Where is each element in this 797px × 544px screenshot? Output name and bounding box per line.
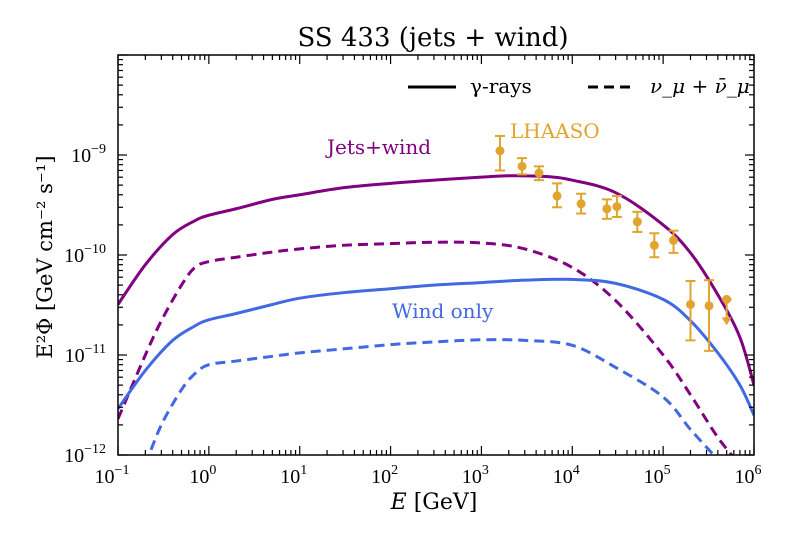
y-tick-label: 10−12 [64,442,106,467]
x-tick-label: 10−1 [95,463,130,488]
data-marker [722,294,732,304]
series-layer [118,174,754,455]
annotation-jets-wind: Jets+wind [325,135,431,159]
x-tick-label: 106 [735,463,762,488]
data-marker [649,240,659,250]
lhaaso-point [685,279,696,342]
data-marker [612,202,622,212]
lhaaso-point [533,165,544,182]
annotation-lhaaso: LHAASO [510,119,600,143]
lhaaso-point [576,192,587,215]
data-marker [632,217,642,227]
y-tick-labels: 10−12 10−11 10−10 10−9 [64,142,106,467]
data-marker [495,146,505,156]
x-tick-label: 102 [371,463,398,488]
lhaaso-points [494,134,732,352]
legend-gamma-label: γ-rays [470,74,532,98]
upper-limit-arrow [721,317,732,326]
data-marker [552,191,562,201]
lhaaso-point [611,194,622,218]
x-tick-label: 101 [280,463,307,488]
lhaaso-point [494,134,505,172]
x-tick-label: 104 [553,463,580,488]
x-tick-label: 100 [189,463,216,488]
lhaaso-point [704,279,715,352]
lhaaso-point [517,157,528,176]
y-tick-label: 10−10 [64,242,106,267]
data-marker [704,301,714,311]
lhaaso-point [668,229,679,254]
x-tick-labels: 10−1 100 101 102 103 104 105 106 [95,463,762,488]
y-tick-label: 10−11 [65,342,106,367]
plot-frame [117,54,755,456]
data-marker [685,299,695,309]
y-axis-label: E²Φ [GeV cm⁻² s⁻¹] [33,155,57,358]
lhaaso-point [649,232,660,259]
data-marker [534,168,544,178]
series-line-3 [147,338,716,455]
data-marker [517,161,527,171]
lhaaso-point [601,198,612,220]
series-line-0 [118,174,754,386]
lhaaso-point [632,210,643,233]
x-tick-label: 105 [644,463,671,488]
legend-neutrino-label: ν_μ + ν̄_μ [650,74,750,98]
data-marker [668,235,678,245]
x-tick-label: 103 [462,463,489,488]
lhaaso-point [721,294,732,326]
x-axis-label: E [GeV] [390,490,478,515]
annotation-wind-only: Wind only [392,299,494,323]
lhaaso-point [552,182,563,209]
data-marker [602,204,612,214]
axis-ticks [117,54,755,456]
series-line-2 [118,277,754,416]
y-tick-label: 10−9 [71,142,106,167]
legend: γ-rays ν_μ + ν̄_μ [408,74,750,98]
series-line-1 [118,240,734,455]
data-marker [576,199,586,209]
chart-title: SS 433 (jets + wind) [297,23,568,53]
